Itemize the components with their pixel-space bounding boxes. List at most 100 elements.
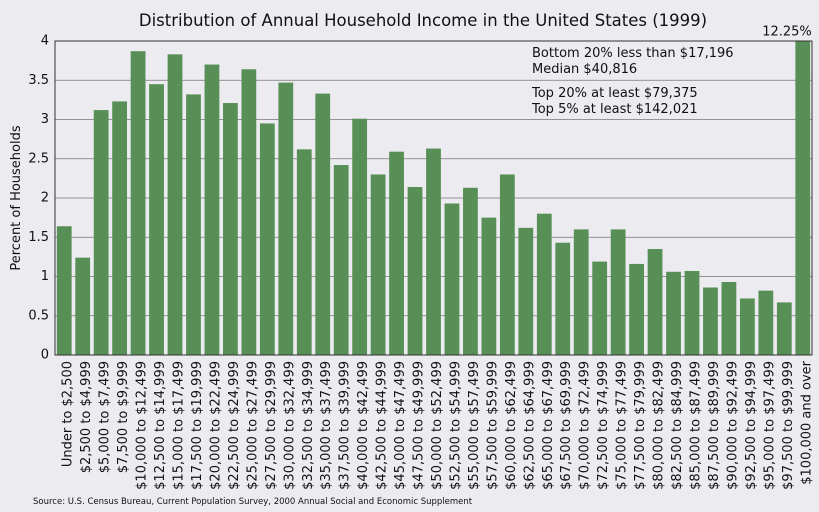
x-tick-label: $45,000 to $47,499 <box>393 361 408 490</box>
bar <box>93 110 109 355</box>
x-tick-label: $100,000 and over <box>799 360 814 484</box>
bar <box>204 64 220 355</box>
data-label: 12.25% <box>762 25 812 40</box>
y-tick-label: 3.5 <box>28 73 49 88</box>
bar <box>186 94 201 355</box>
annotation: Top 20% at least $79,375 <box>531 86 698 101</box>
bar <box>370 174 386 355</box>
bar <box>352 118 368 355</box>
x-tick-label: $30,000 to $32,499 <box>282 361 297 490</box>
bar <box>56 226 72 355</box>
bar <box>112 101 128 355</box>
y-tick-label: 2.5 <box>28 151 49 166</box>
x-tick-label: $52,500 to $54,999 <box>448 361 463 490</box>
bar <box>758 290 774 355</box>
x-tick-label: $57,500 to $59,999 <box>485 361 500 490</box>
annotation: Median $40,816 <box>532 62 637 77</box>
x-tick-label: $70,000 to $72,499 <box>578 361 593 490</box>
bar <box>463 187 478 355</box>
x-tick-label: $35,000 to $37,499 <box>319 361 334 490</box>
x-tick-label: $82,500 to $84,999 <box>670 361 685 490</box>
bar <box>130 51 146 355</box>
x-tick-label: $42,500 to $44,999 <box>375 361 390 490</box>
bar <box>444 203 460 355</box>
y-tick-label: 1 <box>41 269 49 284</box>
x-tick-label: $5,000 to $7,499 <box>98 361 113 473</box>
bar <box>739 298 755 355</box>
bar <box>499 174 515 355</box>
x-tick-label: $2,500 to $4,999 <box>79 361 94 473</box>
x-tick-label: $75,000 to $77,499 <box>615 361 630 490</box>
bar <box>407 187 423 355</box>
bar <box>333 165 349 355</box>
x-tick-label: $67,500 to $69,999 <box>559 361 574 490</box>
x-tick-label: Under to $2,500 <box>61 361 76 467</box>
y-tick-label: 3 <box>41 112 49 127</box>
y-tick-label: 4 <box>41 34 49 49</box>
x-tick-label: $32,500 to $34,999 <box>301 361 316 490</box>
x-tick-label: $17,500 to $19,999 <box>190 361 205 490</box>
x-tick-label: $62,500 to $64,999 <box>522 361 537 490</box>
bar <box>536 213 552 355</box>
bar <box>555 242 571 355</box>
x-tick-label: $90,000 to $92,499 <box>725 361 740 490</box>
x-tick-label: $25,000 to $27,499 <box>245 361 260 490</box>
bar <box>647 249 663 355</box>
y-tick-label: 2 <box>41 191 49 206</box>
bar <box>315 93 331 355</box>
bar <box>666 271 681 355</box>
x-tick-label: $92,500 to $94,999 <box>744 361 759 490</box>
bar <box>776 302 792 355</box>
bar <box>259 123 275 355</box>
x-tick-label: $80,000 to $82,499 <box>652 361 667 490</box>
x-tick-label: $27,500 to $29,999 <box>264 361 279 490</box>
x-tick-label: $95,000 to $97,499 <box>762 361 777 490</box>
bar <box>241 69 257 355</box>
bar <box>223 103 238 355</box>
bar <box>75 257 91 355</box>
x-tick-label: $15,000 to $17,499 <box>172 361 187 490</box>
bar <box>629 263 644 355</box>
y-tick-label: 0.5 <box>28 308 49 323</box>
bar <box>389 151 404 355</box>
bar <box>149 84 164 355</box>
bar <box>610 229 626 355</box>
bar <box>573 229 589 355</box>
bar <box>795 41 811 355</box>
x-tick-label: $97,500 to $99,999 <box>781 361 796 490</box>
y-tick-label: 0 <box>41 348 49 363</box>
bar <box>278 82 294 355</box>
x-tick-label: $12,500 to $14,999 <box>153 361 168 490</box>
x-tick-label: $50,000 to $52,499 <box>430 361 445 490</box>
bar <box>296 149 312 355</box>
bar <box>721 281 737 355</box>
bar <box>518 227 534 355</box>
source-note: Source: U.S. Census Bureau, Current Popu… <box>33 497 473 507</box>
x-tick-label: $7,500 to $9,999 <box>116 361 131 473</box>
x-tick-label: $87,500 to $89,999 <box>707 361 722 490</box>
y-tick-label: 1.5 <box>28 230 49 245</box>
bar <box>684 271 700 355</box>
x-tick-label: $22,500 to $24,999 <box>227 361 242 490</box>
annotation: Bottom 20% less than $17,196 <box>532 46 734 61</box>
bar <box>167 54 183 355</box>
x-tick-label: $37,500 to $39,999 <box>338 361 353 490</box>
bars <box>56 41 811 355</box>
x-tick-label: $60,000 to $62,499 <box>504 361 519 490</box>
x-tick-label: $20,000 to $22,499 <box>208 361 223 490</box>
bar <box>481 217 497 355</box>
x-tick-label: $55,000 to $57,499 <box>467 361 482 490</box>
x-tick-label: $65,000 to $67,499 <box>541 361 556 490</box>
x-tick-label: $72,500 to $74,999 <box>596 361 611 490</box>
plot-frame <box>54 40 813 356</box>
x-tick-label: $47,500 to $49,999 <box>412 361 427 490</box>
annotation: Top 5% at least $142,021 <box>531 102 698 117</box>
bar <box>592 261 608 355</box>
bar <box>426 148 441 355</box>
chart-title: Distribution of Annual Household Income … <box>139 11 707 30</box>
x-tick-label: $85,000 to $87,499 <box>688 361 703 490</box>
bar <box>703 287 718 355</box>
x-tick-label: $10,000 to $12,499 <box>135 361 150 490</box>
x-tick-label: $77,500 to $79,999 <box>633 361 648 490</box>
